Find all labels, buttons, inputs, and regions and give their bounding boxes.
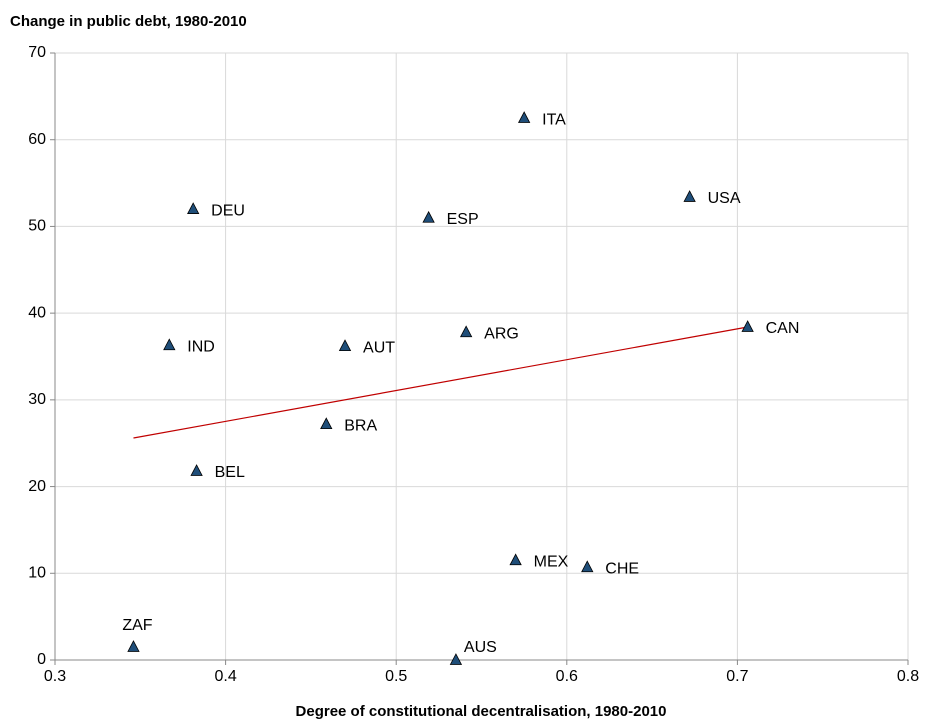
point [190,464,203,476]
x-tick-label: 0.3 [44,668,66,685]
point-label: CHE [605,560,639,577]
x-tick-label: 0.7 [726,668,748,685]
y-tick-label: 50 [28,218,46,235]
y-tick-label: 70 [28,44,46,61]
point-label: BEL [215,464,245,481]
x-tick-label: 0.4 [214,668,236,685]
point-label: IND [187,338,215,355]
y-axis-title: Change in public debt, 1980-2010 [10,13,247,30]
x-tick-label: 0.5 [385,668,407,685]
point [449,653,463,665]
point [517,111,531,123]
point-label: CAN [766,320,800,337]
point-label: DEU [211,202,245,219]
point [338,339,352,351]
y-tick-label: 10 [28,565,46,582]
point [320,417,333,430]
point-label: ESP [447,211,479,228]
point-label: AUS [464,639,497,656]
y-tick-label: 60 [28,131,46,148]
point [683,190,696,202]
y-tick-label: 20 [28,478,46,495]
x-tick-label: 0.6 [556,668,578,685]
point [509,553,522,566]
point-label: BRA [344,417,377,434]
x-tick-label: 0.8 [897,668,919,685]
point [422,210,435,223]
y-tick-label: 0 [37,651,46,668]
point-label: USA [708,190,741,207]
point-label: MEX [534,553,569,570]
point [187,202,200,214]
point [163,338,176,351]
y-tick-label: 40 [28,304,46,321]
y-tick-label: 30 [28,391,46,408]
point [741,320,754,332]
point [459,325,473,338]
point [581,560,594,573]
point-label: ZAF [122,617,152,634]
point-label: AUT [363,339,395,356]
trend-line [133,326,748,439]
point-label: ITA [542,111,566,128]
x-axis-title: Degree of constitutional decentralisatio… [296,703,667,720]
point-label: ARG [484,325,519,342]
point [127,640,140,652]
